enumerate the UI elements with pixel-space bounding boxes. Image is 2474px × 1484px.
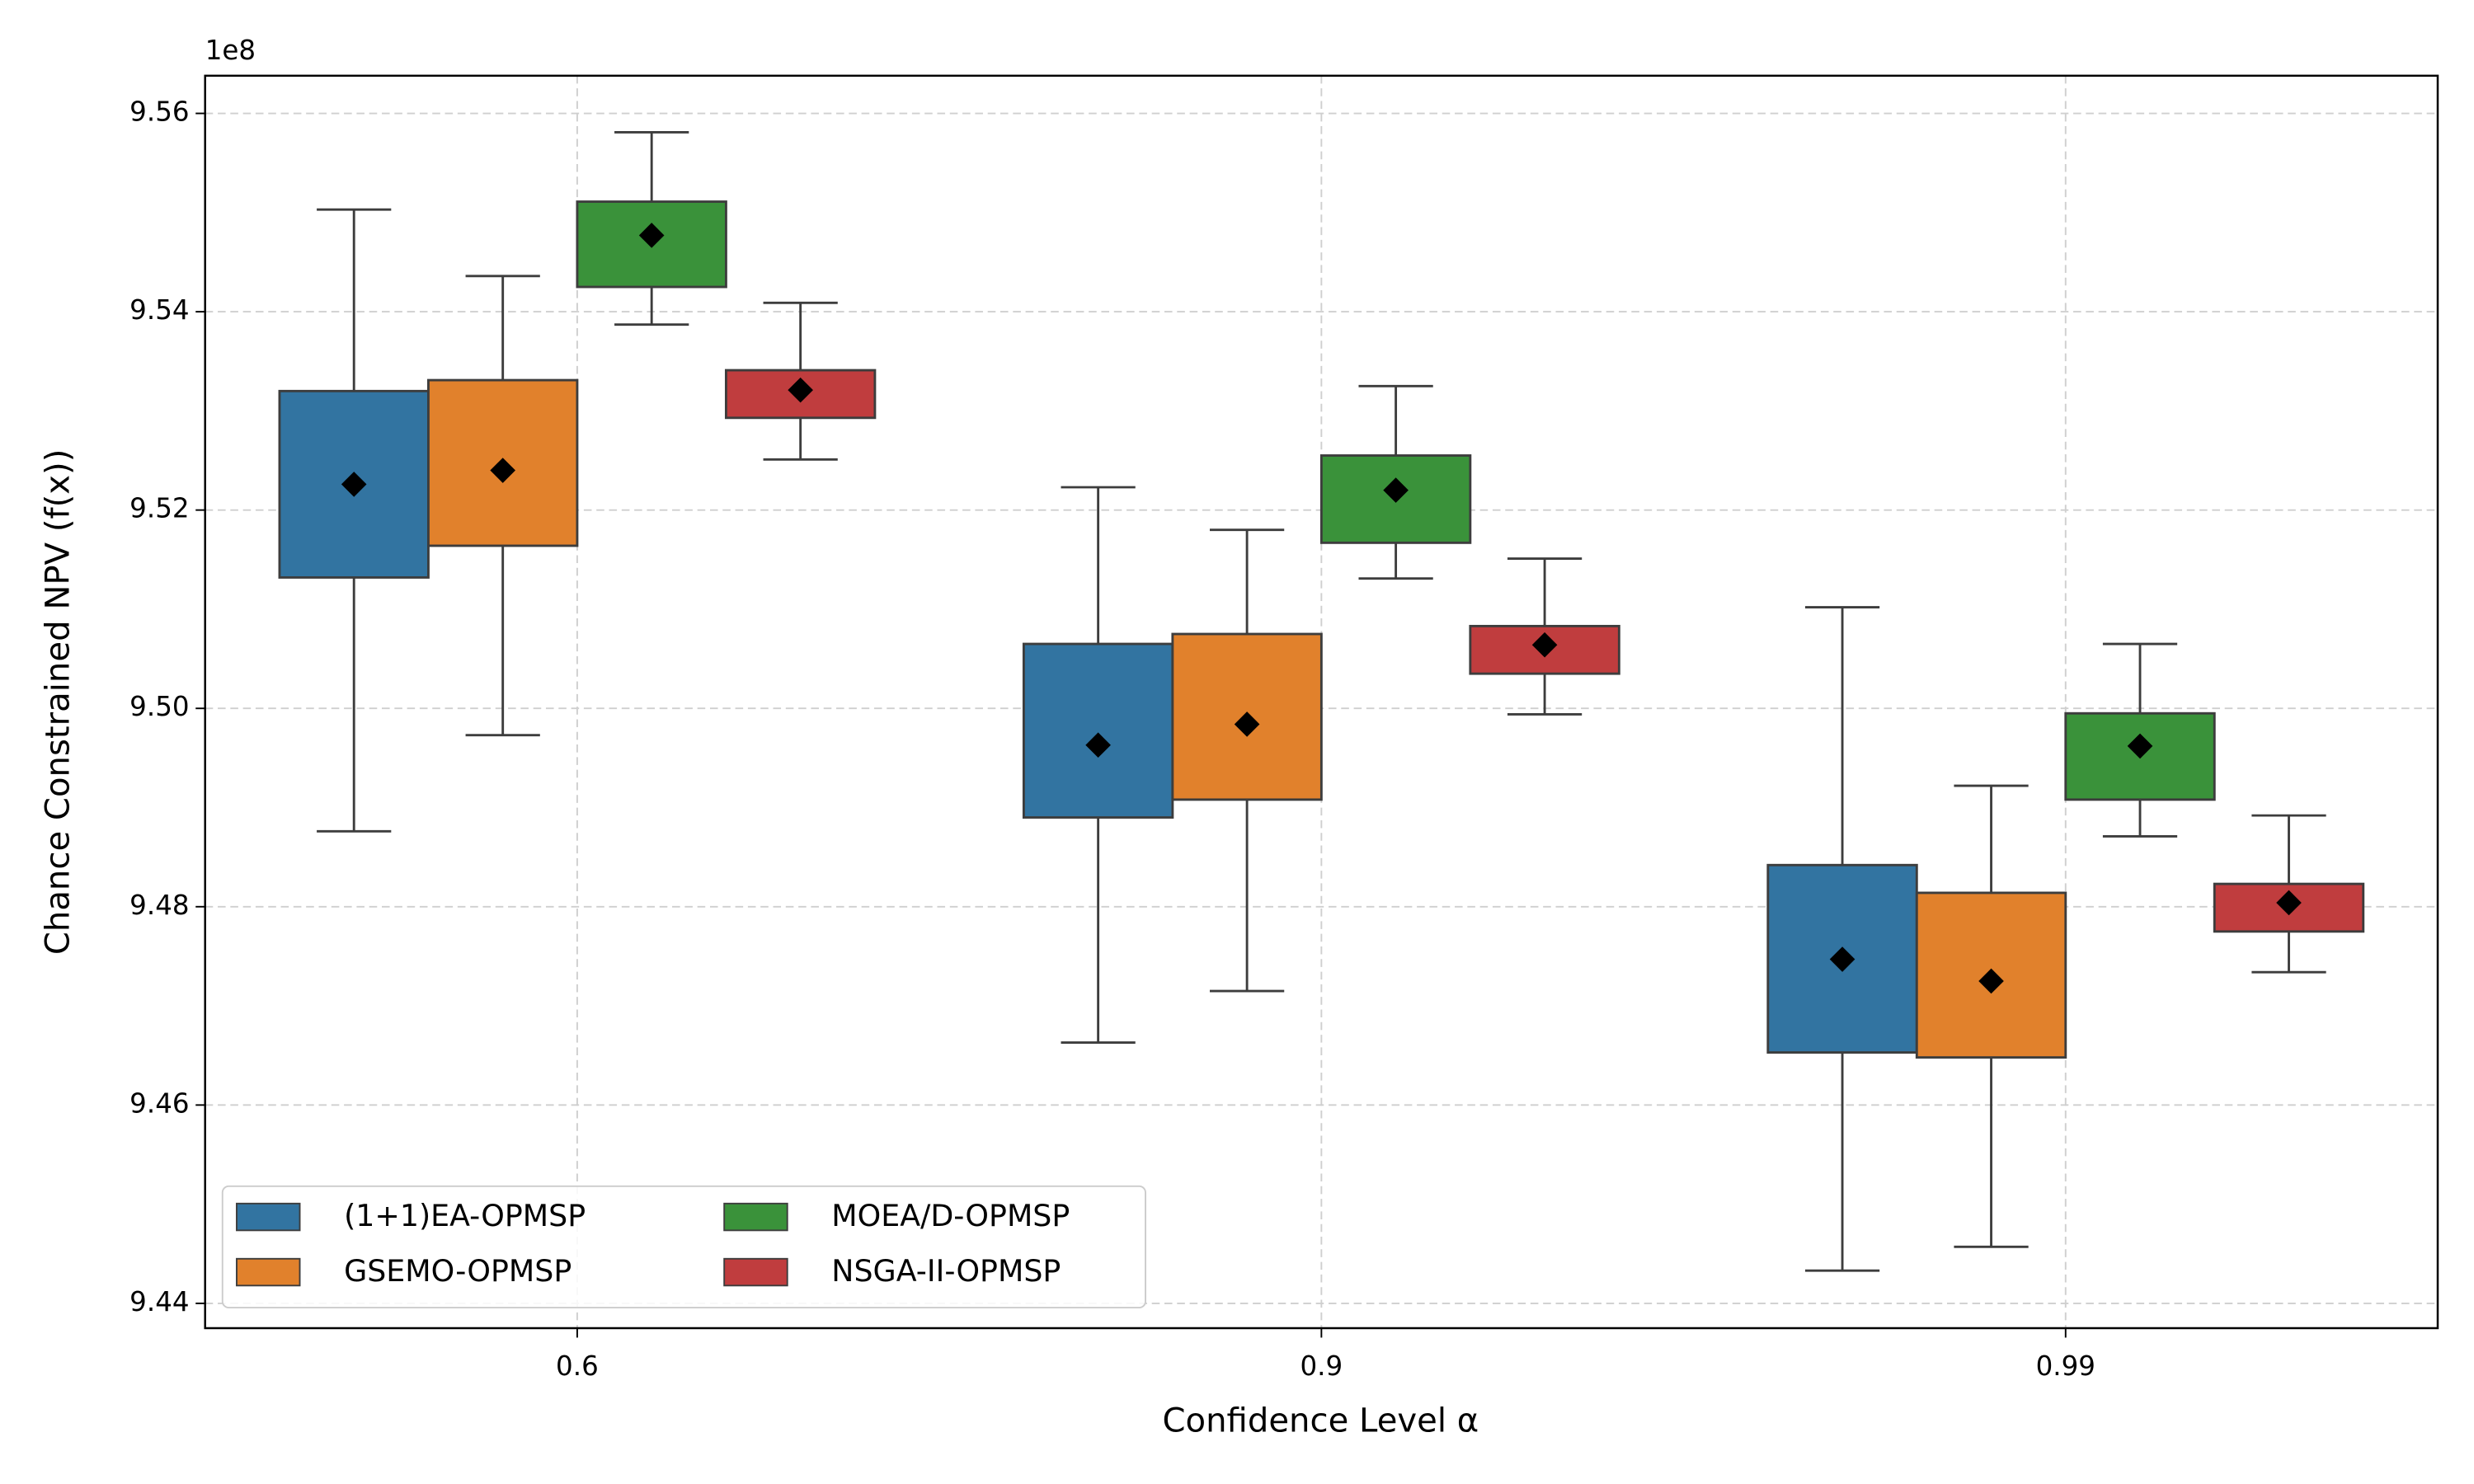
mean-marker bbox=[788, 377, 813, 403]
y-tick-label: 9.56 bbox=[129, 96, 189, 128]
x-tick-label: 0.9 bbox=[1300, 1350, 1343, 1382]
y-tick-label: 9.54 bbox=[129, 294, 189, 326]
y-tick-label: 9.50 bbox=[129, 691, 189, 722]
plot-frame bbox=[204, 74, 2439, 1330]
box bbox=[1022, 642, 1174, 819]
legend-swatch bbox=[723, 1257, 788, 1287]
mean-marker bbox=[1383, 477, 1409, 503]
mean-marker bbox=[490, 458, 515, 483]
legend: (1+1)EA-OPMSP GSEMO-OPMSP MOEA/D-OPMSP NSGA… bbox=[221, 1185, 1146, 1309]
mean-marker bbox=[1829, 946, 1856, 972]
legend-swatch bbox=[723, 1202, 788, 1232]
legend-swatch bbox=[236, 1257, 301, 1287]
x-axis-label: Confidence Level α bbox=[1163, 1402, 1479, 1440]
mean-marker bbox=[1978, 968, 2004, 994]
legend-label: NSGA-II-OPMSP bbox=[831, 1253, 1061, 1289]
y-tick-label: 9.44 bbox=[129, 1286, 189, 1317]
x-tick-label: 0.6 bbox=[556, 1350, 599, 1382]
y-tick-label: 9.46 bbox=[129, 1087, 189, 1119]
legend-label: MOEA/D-OPMSP bbox=[831, 1198, 1070, 1233]
mean-marker bbox=[1234, 711, 1260, 737]
mean-marker bbox=[2276, 890, 2302, 916]
y-tick-label: 9.52 bbox=[129, 493, 189, 524]
y-axis-label: Chance Constrained NPV (f(x)) bbox=[40, 449, 78, 956]
legend-frame bbox=[221, 1185, 1146, 1309]
mean-marker bbox=[2127, 733, 2153, 759]
legend-swatch bbox=[236, 1202, 301, 1232]
box bbox=[1171, 632, 1323, 801]
y-tick-label: 9.48 bbox=[129, 890, 189, 921]
legend-label: GSEMO-OPMSP bbox=[344, 1253, 571, 1289]
offset-text: 1e8 bbox=[205, 35, 256, 66]
x-tick-label: 0.99 bbox=[2036, 1350, 2095, 1382]
mean-marker bbox=[1531, 632, 1558, 658]
legend-label: (1+1)EA-OPMSP bbox=[344, 1198, 586, 1233]
mean-marker bbox=[1085, 732, 1111, 758]
